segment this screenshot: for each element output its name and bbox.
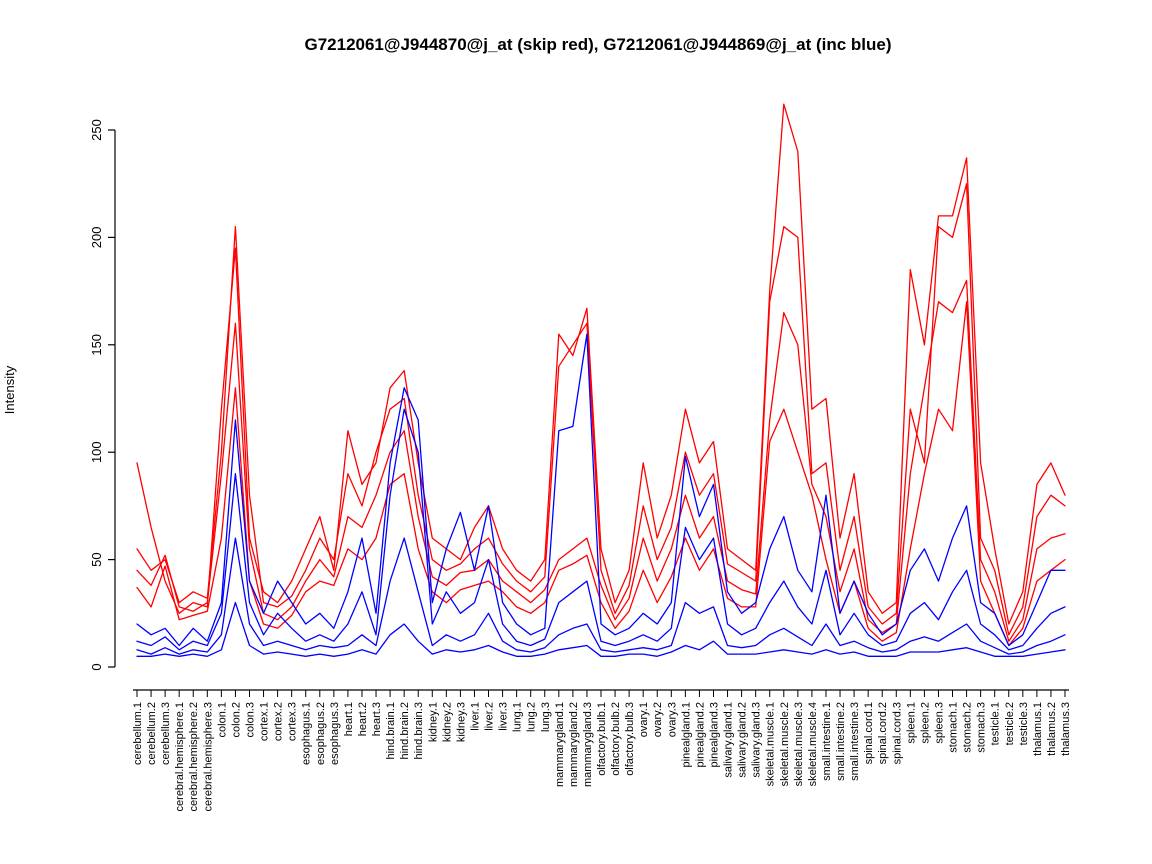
x-tick-label: spinal.cord.2 — [877, 702, 889, 764]
x-tick-label: small.intestine.3 — [849, 702, 861, 781]
x-tick-label: spleen.1 — [905, 702, 917, 744]
x-tick-label: hind.brain.3 — [413, 702, 425, 760]
x-tick-label: cerebral.hemisphere.3 — [202, 702, 214, 811]
blue-series-line — [136, 601, 1066, 657]
x-tick-label: olfactory.bulb.1 — [596, 702, 608, 776]
y-tick-label: 50 — [89, 552, 104, 566]
y-tick-label: 0 — [89, 663, 104, 670]
x-tick-label: liver.3 — [498, 702, 510, 731]
series-lines — [136, 103, 1066, 657]
x-tick-label: liver.1 — [469, 702, 481, 731]
x-tick-label: testicle.3 — [1018, 702, 1030, 745]
x-tick-label: thalamus.2 — [1046, 702, 1058, 756]
x-tick-label: ovary.3 — [666, 702, 678, 737]
x-tick-label: olfactory.bulb.3 — [624, 702, 636, 776]
x-tick-label: cerebellum.3 — [160, 702, 172, 765]
y-tick-label: 250 — [89, 119, 104, 141]
x-tick-label: colon.2 — [230, 702, 242, 737]
x-tick-label: thalamus.1 — [1032, 702, 1044, 756]
x-tick-label: skeletal.muscle.3 — [793, 702, 805, 786]
y-tick-label: 200 — [89, 227, 104, 249]
x-tick-label: testicle.1 — [990, 702, 1002, 745]
x-tick-label: testicle.2 — [1004, 702, 1016, 745]
x-tick-label: hind.brain.1 — [385, 702, 397, 760]
x-tick-label: stomach.2 — [962, 702, 974, 753]
x-tick-label: cerebellum.2 — [146, 702, 158, 765]
x-tick-label: spleen.3 — [933, 702, 945, 744]
chart-title: G7212061@J944870@j_at (skip red), G72120… — [304, 35, 891, 54]
x-tick-label: skeletal.muscle.1 — [765, 702, 777, 786]
x-tick-label: skeletal.muscle.2 — [779, 702, 791, 786]
x-tick-label: cortex.2 — [273, 702, 285, 741]
x-tick-label: esophagus.2 — [315, 702, 327, 765]
blue-series-line — [136, 408, 1066, 651]
y-axis-label: Intensity — [2, 365, 17, 414]
x-tick-label: stomach.3 — [976, 702, 988, 753]
x-tick-label: pinealgland.2 — [694, 702, 706, 767]
x-tick-label: esophagus.3 — [329, 702, 341, 765]
x-tick-label: cerebral.hemisphere.1 — [174, 702, 186, 811]
x-tick-label: cortex.3 — [287, 702, 299, 741]
x-tick-label: mammarygland.2 — [568, 702, 580, 787]
x-tick-label: kidney.3 — [455, 702, 467, 742]
x-tick-label: salivary.gland.3 — [751, 702, 763, 778]
x-tick-label: lung.1 — [512, 702, 524, 732]
x-tick-label: kidney.2 — [441, 702, 453, 742]
red-series-line — [136, 103, 1066, 625]
x-tick-label: salivary.gland.2 — [737, 702, 749, 778]
blue-series-line — [136, 333, 1066, 647]
x-tick-label: ovary.2 — [652, 702, 664, 737]
x-tick-label: pinealgland.3 — [708, 702, 720, 767]
x-tick-label: spinal.cord.1 — [863, 702, 875, 764]
x-tick-label: lung.3 — [540, 702, 552, 732]
x-tick-label: heart.3 — [371, 702, 383, 736]
x-tick-label: colon.1 — [216, 702, 228, 737]
red-series-line — [136, 183, 1066, 636]
x-tick-label: small.intestine.2 — [835, 702, 847, 781]
x-tick-label: ovary.1 — [638, 702, 650, 737]
red-series-line — [136, 301, 1066, 647]
x-tick-label: cerebellum.1 — [132, 702, 144, 765]
x-axis: cerebellum.1 cerebellum.2 cerebellum.3 cere… — [132, 689, 1072, 811]
x-tick-label: esophagus.1 — [301, 702, 313, 765]
x-tick-label: hind.brain.2 — [399, 702, 411, 760]
x-tick-label: skeletal.muscle.4 — [807, 702, 819, 786]
red-series-line — [136, 279, 1066, 642]
x-tick-label: mammarygland.1 — [554, 702, 566, 787]
blue-series-line — [136, 537, 1066, 655]
x-tick-label: spinal.cord.3 — [891, 702, 903, 764]
x-tick-label: colon.3 — [244, 702, 256, 737]
x-tick-label: olfactory.bulb.2 — [610, 702, 622, 776]
y-tick-label: 100 — [89, 441, 104, 463]
y-axis: 0 50 100 150 200 250 — [89, 119, 116, 671]
x-tick-label: spleen.2 — [919, 702, 931, 744]
x-tick-label: liver.2 — [484, 702, 496, 731]
x-tick-label: heart.2 — [357, 702, 369, 736]
x-tick-label: heart.1 — [343, 702, 355, 736]
x-tick-label: kidney.1 — [427, 702, 439, 742]
x-tick-label: cerebral.hemisphere.2 — [188, 702, 200, 811]
y-tick-label: 150 — [89, 334, 104, 356]
x-tick-label: salivary.gland.1 — [723, 702, 735, 778]
x-tick-label: small.intestine.1 — [821, 702, 833, 781]
x-tick-label: thalamus.3 — [1060, 702, 1072, 756]
x-tick-label: lung.2 — [526, 702, 538, 732]
x-tick-label: pinealgland.1 — [680, 702, 692, 767]
x-tick-label: mammarygland.3 — [582, 702, 594, 787]
x-tick-label: cortex.1 — [259, 702, 271, 741]
x-tick-label: stomach.1 — [948, 702, 960, 753]
